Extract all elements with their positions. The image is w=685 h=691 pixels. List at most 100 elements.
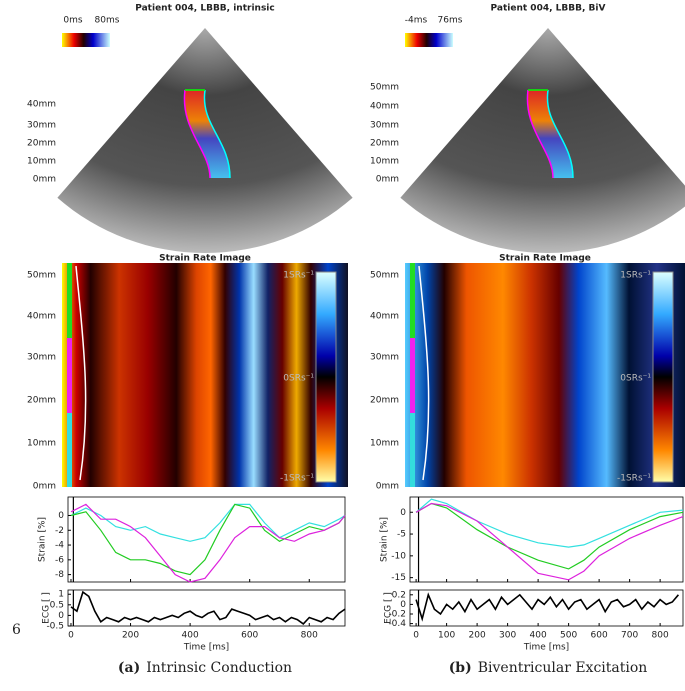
- x-tick-label: 100: [438, 631, 455, 641]
- series-line: [70, 590, 346, 625]
- depth-tick: 50mm: [370, 83, 399, 93]
- segment-bar: [410, 338, 415, 413]
- segment-outline: [203, 89, 231, 179]
- y-tick-label: 1: [58, 590, 64, 600]
- sr-label: 0SRs⁻¹: [283, 374, 314, 384]
- x-tick-label: 600: [591, 631, 608, 641]
- depth-tick: 10mm: [370, 157, 399, 167]
- depth-tick: 0mm: [376, 175, 399, 185]
- x-axis-label: Time [ms]: [183, 643, 229, 653]
- curve: [418, 265, 430, 481]
- y-tick-label: 0: [400, 600, 406, 610]
- caption-text: Biventricular Excitation: [478, 660, 648, 676]
- x-tick-label: 200: [469, 631, 486, 641]
- depth-tick: 0mm: [33, 175, 56, 185]
- x-tick-label: 0: [413, 631, 419, 641]
- y-tick-label: -6: [55, 555, 64, 565]
- plot-frame: [67, 589, 346, 627]
- y-tick-label: -5: [397, 530, 406, 540]
- caption: (b) Biventricular Excitation: [449, 660, 648, 676]
- curve: [75, 265, 87, 481]
- image-tick: 20mm: [370, 396, 399, 406]
- x-axis-label: Time [ms]: [523, 643, 569, 653]
- panel-title: Patient 004, LBBB, BiV: [491, 4, 606, 14]
- x-tick-label: 500: [560, 631, 577, 641]
- y-tick-label: -0.5: [46, 622, 64, 632]
- y-tick-label: -2: [55, 526, 64, 536]
- segment-bar: [67, 263, 72, 338]
- y-tick-label: 0: [400, 508, 406, 518]
- depth-tick: 10mm: [27, 157, 56, 167]
- caption-text: Intrinsic Conduction: [146, 660, 292, 676]
- y-tick-label: -10: [391, 551, 406, 561]
- colorbar-label: 80ms: [95, 16, 120, 26]
- y-axis-label: ECG [ ]: [384, 592, 394, 624]
- time-colorbar: [405, 33, 453, 47]
- x-tick-label: 800: [301, 631, 318, 641]
- y-tick-label: 0.5: [50, 600, 64, 610]
- segment-bar: [410, 413, 415, 487]
- image-tick: 20mm: [27, 396, 56, 406]
- image-tick: 50mm: [27, 271, 56, 281]
- image-tick: 50mm: [370, 271, 399, 281]
- image-title: Strain Rate Image: [159, 254, 251, 264]
- sr-label: 1SRs⁻¹: [620, 271, 651, 281]
- strain-rate-image: [405, 263, 685, 487]
- segment-bar: [67, 413, 72, 487]
- x-tick-label: 400: [182, 631, 199, 641]
- x-tick-label: 400: [530, 631, 547, 641]
- plot-frame: [67, 496, 346, 583]
- depth-tick: 20mm: [27, 139, 56, 149]
- caption: (a) Intrinsic Conduction: [118, 660, 292, 676]
- y-tick-label: -8: [55, 570, 64, 580]
- image-tick: 0mm: [376, 482, 399, 492]
- segment-bar: [67, 338, 72, 413]
- tissue: [184, 90, 230, 178]
- caption-tag: (a): [118, 660, 140, 676]
- depth-tick: 30mm: [370, 121, 399, 131]
- series-line: [70, 503, 346, 576]
- colorbar-label: -4ms: [405, 16, 428, 26]
- panels: Patient 004, LBBB, intrinsic 0ms 80ms 40mm 3…: [27, 4, 685, 676]
- sr-label: -1SRs⁻¹: [280, 474, 314, 484]
- colorbar-label: 0ms: [63, 16, 82, 26]
- plot-frame: [409, 589, 684, 627]
- y-axis-label: ECG [ ]: [42, 592, 52, 624]
- y-tick-label: 0.2: [392, 590, 406, 600]
- series-line: [70, 503, 346, 583]
- y-tick-label: -4: [55, 541, 64, 551]
- y-axis-label: Strain [%]: [38, 517, 48, 562]
- y-tick-label: -0.4: [388, 619, 406, 629]
- sr-label: 1SRs⁻¹: [283, 271, 314, 281]
- image-tick: 10mm: [27, 439, 56, 449]
- y-tick-label: -0.2: [388, 610, 406, 620]
- image-tick: 40mm: [27, 312, 56, 322]
- x-tick-label: 200: [122, 631, 139, 641]
- sr-label: 0SRs⁻¹: [620, 374, 651, 384]
- image-tick: 40mm: [370, 312, 399, 322]
- y-tick-label: 0: [58, 511, 64, 521]
- tissue: [527, 90, 573, 178]
- image-title: Strain Rate Image: [499, 254, 591, 264]
- y-tick-label: -15: [391, 573, 406, 583]
- segment-bar: [410, 263, 415, 338]
- x-tick-label: 700: [621, 631, 638, 641]
- colorbar-label: 76ms: [438, 16, 463, 26]
- depth-tick: 30mm: [27, 121, 56, 131]
- series-line: [415, 502, 684, 570]
- panel-title: Patient 004, LBBB, intrinsic: [135, 4, 274, 14]
- x-tick-label: 600: [241, 631, 258, 641]
- sr-colorbar: [652, 271, 674, 483]
- y-tick-label: 0: [58, 611, 64, 621]
- x-tick-label: 0: [68, 631, 74, 641]
- plot-frame: [409, 496, 684, 583]
- series-line: [415, 502, 684, 581]
- x-tick-label: 300: [499, 631, 516, 641]
- segment-outline: [526, 89, 554, 179]
- depth-tick: 40mm: [27, 100, 56, 110]
- image-tick: 0mm: [33, 482, 56, 492]
- depth-tick: 20mm: [370, 139, 399, 149]
